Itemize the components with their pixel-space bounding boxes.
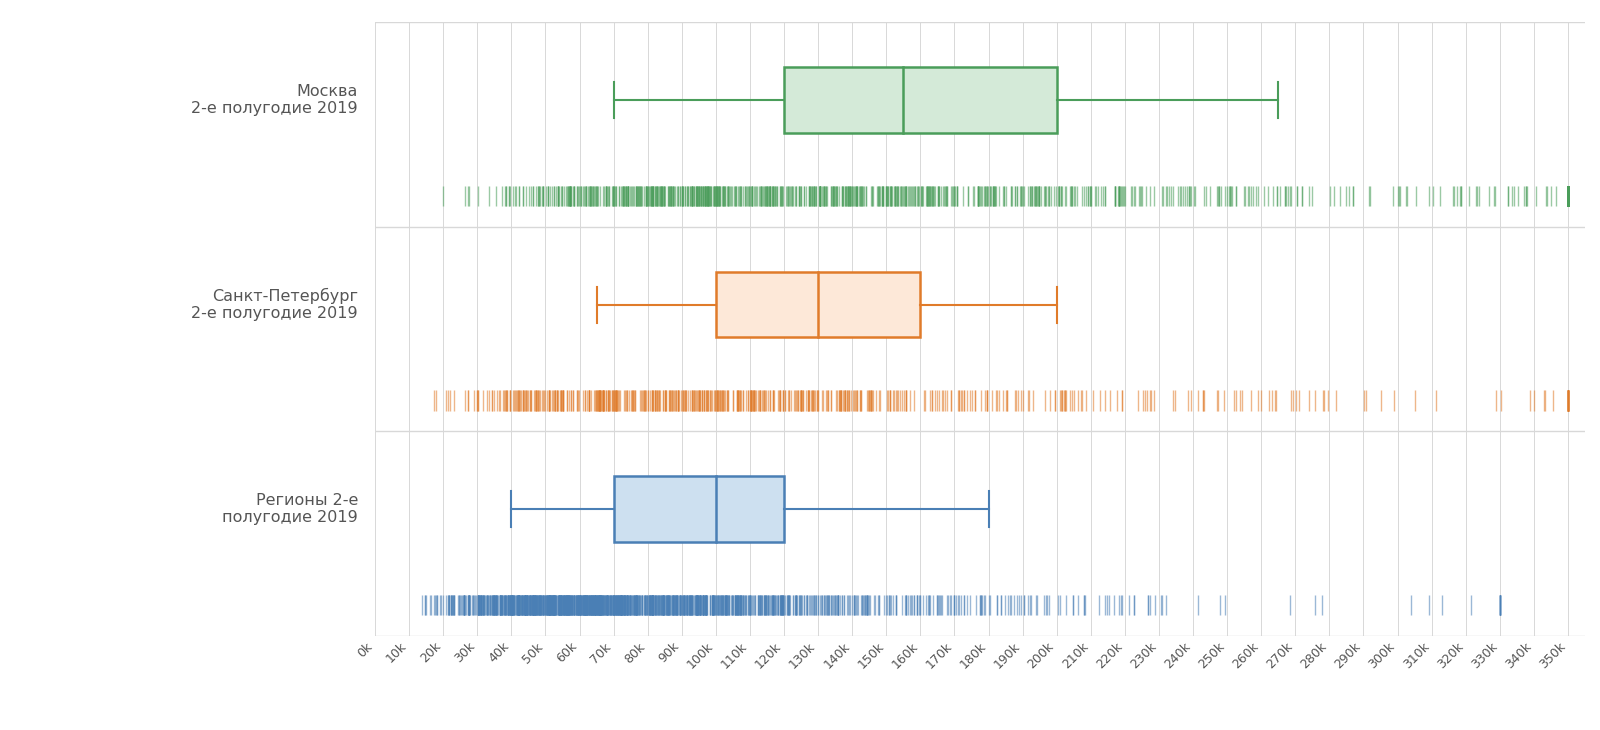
Bar bbox=[614, 476, 784, 542]
Text: Москва
2-е полугодие 2019: Москва 2-е полугодие 2019 bbox=[192, 84, 358, 116]
Bar bbox=[715, 272, 920, 337]
Bar bbox=[784, 67, 1056, 133]
Text: Санкт-Петербург
2-е полугодие 2019: Санкт-Петербург 2-е полугодие 2019 bbox=[192, 288, 358, 321]
Text: Регионы 2-е
полугодие 2019: Регионы 2-е полугодие 2019 bbox=[222, 493, 358, 526]
